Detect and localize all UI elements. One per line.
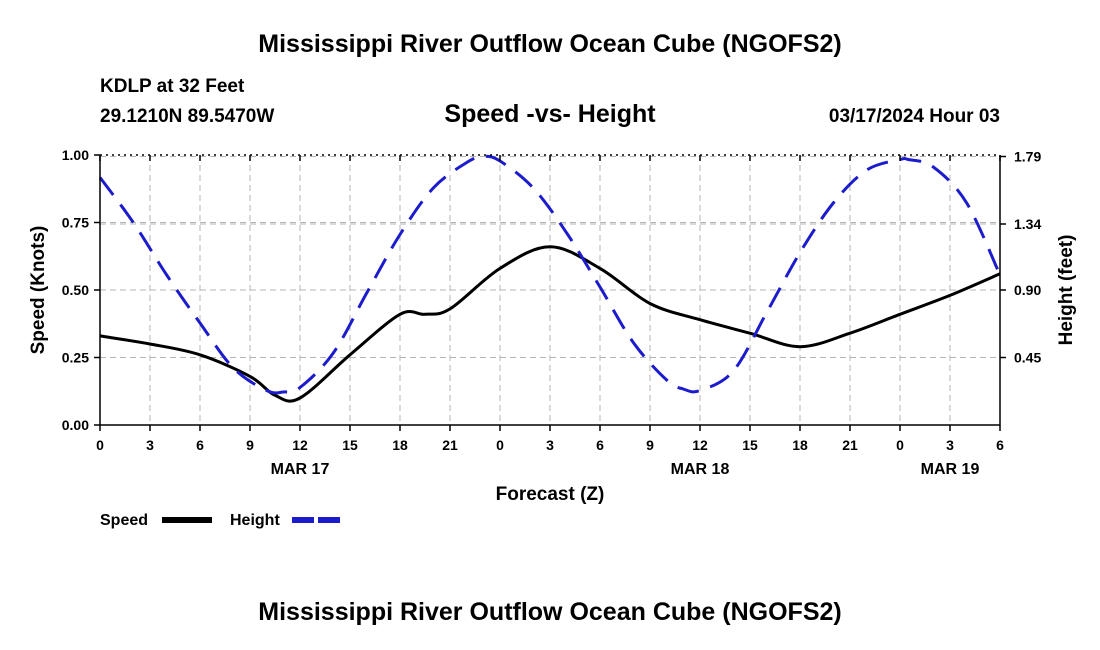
footer-title: Mississippi River Outflow Ocean Cube (NG… <box>258 598 842 626</box>
x-date-label: MAR 19 <box>921 461 980 478</box>
y2-tick-label: 0.90 <box>1014 282 1041 298</box>
x-axis-title: Forecast (Z) <box>496 484 605 505</box>
x-tick-label: 9 <box>246 437 254 453</box>
y2-axis-title: Height (feet) <box>1056 235 1077 346</box>
y2-tick-label: 0.45 <box>1014 350 1041 366</box>
y2-tick-label: 1.79 <box>1014 149 1041 165</box>
page-title: Mississippi River Outflow Ocean Cube (NG… <box>258 30 842 58</box>
y-tick-label: 0.50 <box>62 282 89 298</box>
x-tick-label: 6 <box>996 437 1004 453</box>
x-tick-label: 6 <box>596 437 604 453</box>
x-tick-label: 21 <box>842 437 858 453</box>
legend-height-label: Height <box>230 512 280 529</box>
x-tick-label: 9 <box>646 437 654 453</box>
legend-speed-label: Speed <box>100 512 148 529</box>
x-tick-label: 0 <box>896 437 904 453</box>
y2-tick-label: 1.34 <box>1014 216 1041 232</box>
y-tick-label: 0.75 <box>62 215 89 231</box>
x-tick-label: 12 <box>292 437 308 453</box>
x-tick-label: 6 <box>196 437 204 453</box>
x-tick-label: 15 <box>742 437 758 453</box>
x-tick-label: 3 <box>146 437 154 453</box>
x-tick-label: 18 <box>792 437 808 453</box>
x-tick-label: 18 <box>392 437 408 453</box>
speed-series-line <box>99 245 1001 403</box>
x-date-label: MAR 18 <box>671 461 730 478</box>
y-tick-label: 0.25 <box>62 350 89 366</box>
x-tick-label: 3 <box>946 437 954 453</box>
height-series-line <box>98 154 1002 395</box>
y-axis-title: Speed (Knots) <box>28 226 49 355</box>
x-date-label: MAR 17 <box>271 461 330 478</box>
y-tick-label: 1.00 <box>62 147 89 163</box>
datetime-label: 03/17/2024 Hour 03 <box>828 106 1000 127</box>
x-tick-label: 0 <box>496 437 504 453</box>
x-tick-label: 12 <box>692 437 708 453</box>
y-tick-label: 0.00 <box>62 417 89 433</box>
coordinates-label: 29.1210N 89.5470W <box>100 106 275 127</box>
chart-title: Speed -vs- Height <box>444 100 656 128</box>
x-tick-label: 3 <box>546 437 554 453</box>
chart: 0 3 6 9 12 15 18 21 0 3 6 9 12 15 18 21 0 3 6 MAR 17 MAR 18 M… <box>28 147 1077 529</box>
x-tick-label: 21 <box>442 437 458 453</box>
station-label: KDLP at 32 Feet <box>100 76 245 97</box>
x-tick-label: 0 <box>96 437 104 453</box>
x-tick-label: 15 <box>342 437 358 453</box>
